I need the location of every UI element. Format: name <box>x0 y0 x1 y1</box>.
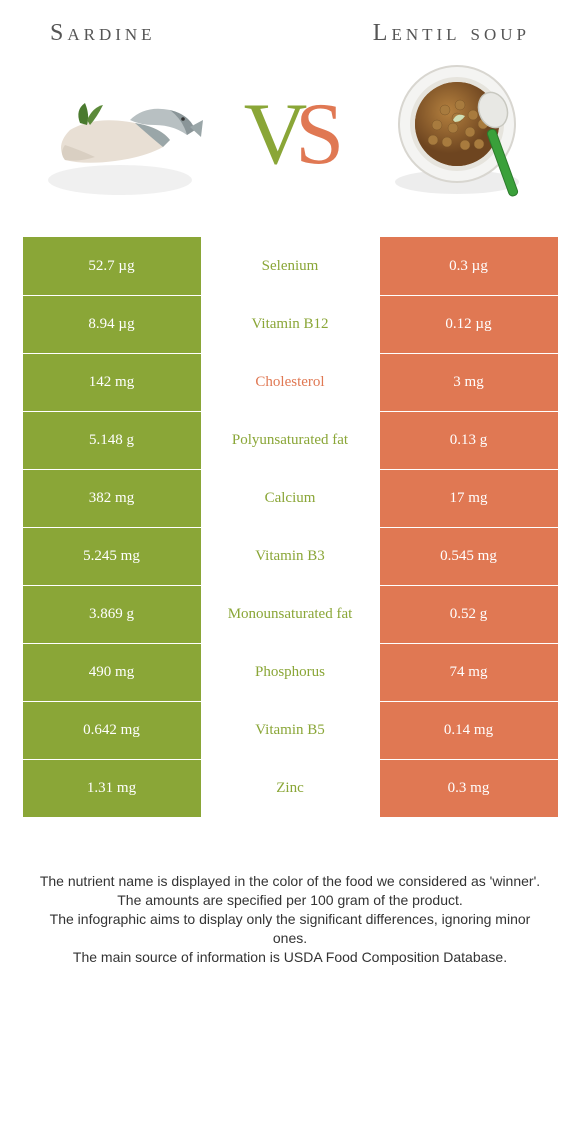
nutrient-label: Vitamin B3 <box>201 528 380 585</box>
right-value: 0.12 µg <box>380 296 558 353</box>
table-row: 1.31 mgZinc0.3 mg <box>23 759 558 817</box>
table-row: 0.642 mgVitamin B50.14 mg <box>23 701 558 759</box>
left-value: 52.7 µg <box>23 237 201 295</box>
images-row: V S <box>0 47 580 237</box>
table-row: 8.94 µgVitamin B120.12 µg <box>23 295 558 353</box>
lentil-soup-icon <box>375 50 545 220</box>
right-value: 0.14 mg <box>380 702 558 759</box>
table-row: 3.869 gMonounsaturated fat0.52 g <box>23 585 558 643</box>
nutrient-table: 52.7 µgSelenium0.3 µg8.94 µgVitamin B120… <box>23 237 558 817</box>
footnote-line: The main source of information is USDA F… <box>35 948 545 967</box>
nutrient-label: Monounsaturated fat <box>201 586 380 643</box>
right-value: 3 mg <box>380 354 558 411</box>
nutrient-label: Selenium <box>201 237 380 295</box>
sardine-icon <box>35 65 205 205</box>
table-row: 382 mgCalcium17 mg <box>23 469 558 527</box>
nutrient-label: Cholesterol <box>201 354 380 411</box>
nutrient-label: Zinc <box>201 760 380 817</box>
right-value: 17 mg <box>380 470 558 527</box>
table-row: 5.148 gPolyunsaturated fat0.13 g <box>23 411 558 469</box>
footnote-line: The amounts are specified per 100 gram o… <box>35 891 545 910</box>
header-left: Sardine <box>50 20 156 47</box>
left-value: 490 mg <box>23 644 201 701</box>
right-value: 0.52 g <box>380 586 558 643</box>
nutrient-label: Vitamin B12 <box>201 296 380 353</box>
nutrient-label: Calcium <box>201 470 380 527</box>
table-row: 490 mgPhosphorus74 mg <box>23 643 558 701</box>
table-row: 52.7 µgSelenium0.3 µg <box>23 237 558 295</box>
left-value: 5.148 g <box>23 412 201 469</box>
header-right: Lentil soup <box>373 20 530 47</box>
sardine-image <box>35 55 205 215</box>
nutrient-label: Vitamin B5 <box>201 702 380 759</box>
vs-v: V <box>244 84 300 185</box>
footnote-line: The infographic aims to display only the… <box>35 910 545 948</box>
left-value: 8.94 µg <box>23 296 201 353</box>
left-value: 382 mg <box>23 470 201 527</box>
footnotes: The nutrient name is displayed in the co… <box>0 817 580 966</box>
nutrient-label: Phosphorus <box>201 644 380 701</box>
table-row: 142 mgCholesterol3 mg <box>23 353 558 411</box>
left-value: 142 mg <box>23 354 201 411</box>
footnote-line: The nutrient name is displayed in the co… <box>35 872 545 891</box>
right-value: 0.545 mg <box>380 528 558 585</box>
header-row: Sardine Lentil soup <box>0 20 580 47</box>
left-value: 5.245 mg <box>23 528 201 585</box>
right-value: 0.3 µg <box>380 237 558 295</box>
right-value: 0.13 g <box>380 412 558 469</box>
lentil-soup-image <box>375 55 545 215</box>
left-value: 3.869 g <box>23 586 201 643</box>
vs-s: S <box>295 84 336 185</box>
nutrient-label: Polyunsaturated fat <box>201 412 380 469</box>
right-value: 0.3 mg <box>380 760 558 817</box>
left-value: 1.31 mg <box>23 760 201 817</box>
vs-label: V S <box>244 84 337 185</box>
left-value: 0.642 mg <box>23 702 201 759</box>
right-value: 74 mg <box>380 644 558 701</box>
table-row: 5.245 mgVitamin B30.545 mg <box>23 527 558 585</box>
